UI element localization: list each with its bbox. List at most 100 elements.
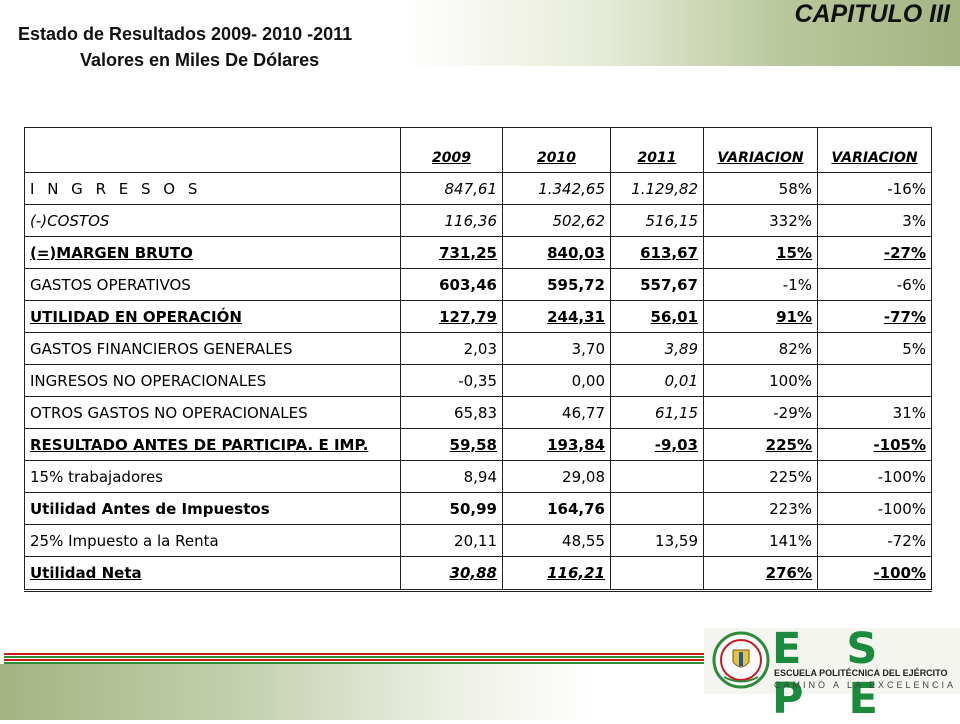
cell-variacion-2: 31% [817,396,932,429]
cell-2009: 59,58 [400,428,503,461]
espe-crest-icon [712,631,770,689]
income-statement-table: 2009 2010 2011 VARIACION VARIACION I N G… [24,127,932,592]
institution-name: ESCUELA POLITÉCNICA DEL EJÉRCITO [774,668,948,678]
cell-2011: -9,03 [610,428,704,461]
cell-variacion-1: 91% [703,300,818,333]
decorative-stripes [4,653,704,665]
table-header-row: 2009 2010 2011 VARIACION VARIACION [24,127,932,173]
chapter-title: CAPITULO III [794,0,950,28]
cell-variacion-1: 225% [703,460,818,493]
stripe-red [4,653,704,655]
stripe-green [4,662,704,664]
cell-2009: 65,83 [400,396,503,429]
row-label: GASTOS FINANCIEROS GENERALES [24,332,401,365]
row-label: I N G R E S O S [24,172,401,205]
cell-2009: 847,61 [400,172,503,205]
stripe-red [4,659,704,661]
header-cell-2011: 2011 [610,127,704,173]
cell-2009: -0,35 [400,364,503,397]
cell-2009: 30,88 [400,556,503,592]
table-row: (-)COSTOS 116,36 502,62 516,15 332% 3% [24,204,932,237]
cell-2009: 116,36 [400,204,503,237]
cell-2009: 127,79 [400,300,503,333]
cell-2009: 603,46 [400,268,503,301]
cell-2010: 502,62 [502,204,611,237]
table-row: OTROS GASTOS NO OPERACIONALES 65,83 46,7… [24,396,932,429]
cell-variacion-2: -27% [817,236,932,269]
cell-2011: 13,59 [610,524,704,557]
table-row: INGRESOS NO OPERACIONALES -0,35 0,00 0,0… [24,364,932,397]
cell-2010: 840,03 [502,236,611,269]
row-label: Utilidad Antes de Impuestos [24,492,401,525]
table-row: RESULTADO ANTES DE PARTICIPA. E IMP. 59,… [24,428,932,461]
cell-2011: 1.129,82 [610,172,704,205]
cell-variacion-2: -105% [817,428,932,461]
cell-2010: 116,21 [502,556,611,592]
cell-2011: 613,67 [610,236,704,269]
cell-2009: 20,11 [400,524,503,557]
cell-variacion-2: -77% [817,300,932,333]
cell-variacion-2: -6% [817,268,932,301]
cell-variacion-1: 223% [703,492,818,525]
table-row: GASTOS OPERATIVOS 603,46 595,72 557,67 -… [24,268,932,301]
cell-2011: 557,67 [610,268,704,301]
cell-2009: 50,99 [400,492,503,525]
row-label: OTROS GASTOS NO OPERACIONALES [24,396,401,429]
espe-logo: E S P E ESCUELA POLITÉCNICA DEL EJÉRCITO… [704,624,960,724]
header-cell-variacion-1: VARIACION [703,127,818,173]
cell-variacion-2: -72% [817,524,932,557]
cell-variacion-2: -16% [817,172,932,205]
cell-2010: 1.342,65 [502,172,611,205]
cell-2010: 3,70 [502,332,611,365]
table-row: (=)MARGEN BRUTO 731,25 840,03 613,67 15%… [24,236,932,269]
row-label: Utilidad Neta [24,556,401,592]
cell-2010: 164,76 [502,492,611,525]
cell-2011 [610,492,704,525]
cell-variacion-1: 225% [703,428,818,461]
cell-variacion-1: 82% [703,332,818,365]
cell-2010: 46,77 [502,396,611,429]
cell-2009: 2,03 [400,332,503,365]
cell-variacion-1: -29% [703,396,818,429]
table-row: 25% Impuesto a la Renta 20,11 48,55 13,5… [24,524,932,557]
cell-variacion-2: 5% [817,332,932,365]
cell-2009: 731,25 [400,236,503,269]
cell-variacion-2: -100% [817,556,932,592]
cell-2010: 244,31 [502,300,611,333]
table-row: Utilidad Neta 30,88 116,21 276% -100% [24,556,932,592]
cell-2011: 516,15 [610,204,704,237]
header-cell-2009: 2009 [400,127,503,173]
row-label: RESULTADO ANTES DE PARTICIPA. E IMP. [24,428,401,461]
cell-2011 [610,460,704,493]
cell-variacion-1: 332% [703,204,818,237]
cell-2010: 193,84 [502,428,611,461]
cell-2010: 29,08 [502,460,611,493]
page-title: Estado de Resultados 2009- 2010 -2011 [18,24,353,44]
stripe-green [4,656,704,658]
row-label: (-)COSTOS [24,204,401,237]
page-subtitle: Valores en Miles De Dólares [80,50,320,70]
header-cell-2010: 2010 [502,127,611,173]
cell-2011: 61,15 [610,396,704,429]
cell-variacion-2: 3% [817,204,932,237]
cell-variacion-2: -100% [817,492,932,525]
cell-2011 [610,556,704,592]
institution-tagline: CAMINO A LA EXCELENCIA [774,680,957,690]
cell-variacion-1: -1% [703,268,818,301]
espe-wordmark: E S P E [772,624,893,724]
cell-variacion-2: -100% [817,460,932,493]
cell-variacion-1: 100% [703,364,818,397]
cell-variacion-1: 58% [703,172,818,205]
row-label: 15% trabajadores [24,460,401,493]
cell-2010: 48,55 [502,524,611,557]
row-label: GASTOS OPERATIVOS [24,268,401,301]
header-cell-variacion-2: VARIACION [817,127,932,173]
cell-2010: 0,00 [502,364,611,397]
row-label: UTILIDAD EN OPERACIÓN [24,300,401,333]
row-label: (=)MARGEN BRUTO [24,236,401,269]
table-row: 15% trabajadores 8,94 29,08 225% -100% [24,460,932,493]
table-row: Utilidad Antes de Impuestos 50,99 164,76… [24,492,932,525]
cell-2011: 0,01 [610,364,704,397]
table-row: UTILIDAD EN OPERACIÓN 127,79 244,31 56,0… [24,300,932,333]
cell-variacion-1: 276% [703,556,818,592]
